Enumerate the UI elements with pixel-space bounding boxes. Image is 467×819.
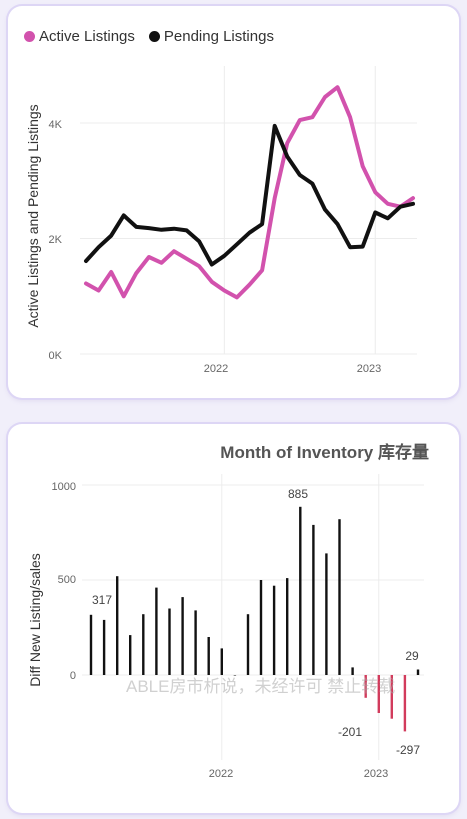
bar (102, 619, 106, 675)
bar (142, 614, 145, 675)
chart-legend[interactable]: Active Listings Pending Listings (24, 28, 274, 45)
bar (220, 648, 223, 675)
bar (364, 675, 367, 698)
chart-title: Month of Inventory 库存量 (220, 443, 429, 462)
legend-dot-pending (148, 31, 160, 42)
x-tick-2022: 2022 (204, 363, 228, 375)
bar (338, 519, 341, 675)
series-line-active-listings (84, 85, 415, 300)
data-label-neg201: -201 (338, 725, 362, 739)
bar (312, 524, 315, 675)
bar (390, 675, 393, 719)
y-tick-0: 0 (70, 670, 76, 682)
bar (116, 576, 119, 675)
bar (194, 610, 197, 675)
y-tick-0k: 0K (49, 350, 63, 362)
data-label-29: 29 (405, 649, 419, 663)
bar (207, 637, 210, 675)
bar-chart-card: Month of Inventory 库存量 Diff New Listing/… (8, 424, 459, 813)
bar (129, 635, 132, 675)
y-axis-title: Diff New Listing/sales (27, 553, 43, 687)
watermark: ABLE房市析说，未经许可 禁止转载 (126, 677, 396, 696)
y-tick-2k: 2K (49, 234, 63, 246)
bar (181, 597, 184, 675)
bar-chart-plot[interactable]: Diff New Listing/sales 1000 500 0 2022 2… (8, 424, 459, 813)
y-axis-title: Active Listings and Pending Listings (25, 104, 41, 327)
x-tick-2023: 2023 (364, 768, 388, 780)
bar (351, 667, 354, 675)
bar (325, 553, 328, 675)
bar (416, 669, 420, 675)
data-label-885: 885 (288, 487, 308, 501)
bar (246, 614, 250, 675)
bar (403, 675, 407, 732)
bar (89, 614, 93, 675)
bar (299, 506, 302, 675)
bar (155, 587, 158, 675)
y-tick-4k: 4K (49, 119, 63, 131)
bar (233, 675, 237, 676)
bar (286, 578, 289, 675)
bar (168, 608, 171, 675)
legend-label-pending: Pending Listings (163, 28, 274, 45)
series-line-pending-listings (84, 123, 415, 267)
y-tick-500: 500 (58, 574, 76, 586)
bar (272, 585, 276, 675)
legend-item-pending[interactable]: Pending Listings (148, 28, 274, 45)
data-label-neg297: -297 (396, 743, 420, 757)
bar (259, 580, 263, 675)
bar (377, 675, 380, 713)
legend-item-active[interactable]: Active Listings (24, 28, 135, 45)
line-chart-plot[interactable]: Active Listings and Pending Listings 4K … (8, 6, 459, 398)
x-tick-2022: 2022 (209, 768, 233, 780)
data-label-317: 317 (92, 593, 112, 607)
x-tick-2023: 2023 (357, 363, 381, 375)
legend-label-active: Active Listings (39, 28, 135, 45)
line-chart-card: Active Listings Pending Listings Active … (8, 6, 459, 398)
y-tick-1000: 1000 (52, 481, 76, 493)
legend-dot-active (24, 31, 35, 42)
